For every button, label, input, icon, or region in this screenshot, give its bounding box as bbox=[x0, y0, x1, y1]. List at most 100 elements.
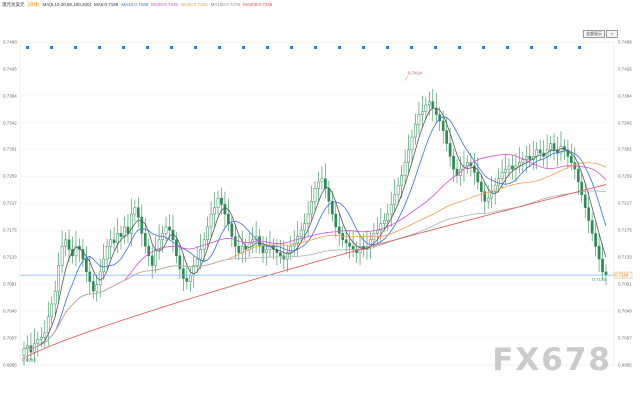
candle bbox=[91, 281, 95, 292]
candle bbox=[57, 265, 60, 292]
ma5-line bbox=[23, 107, 607, 350]
candle bbox=[112, 239, 116, 244]
y-tick-left: 0.7217 bbox=[3, 201, 17, 206]
candle bbox=[182, 268, 185, 279]
candle bbox=[417, 114, 421, 125]
candle bbox=[102, 258, 106, 273]
candle bbox=[157, 239, 161, 250]
event-marker bbox=[50, 46, 53, 49]
y-tick-right: 0.7426 bbox=[618, 66, 632, 71]
y-tick-right: 0.7259 bbox=[618, 174, 632, 179]
candle bbox=[36, 339, 40, 345]
candle bbox=[511, 165, 514, 170]
candle bbox=[407, 149, 410, 163]
ma10-line bbox=[23, 116, 607, 350]
candle bbox=[590, 220, 594, 234]
candle bbox=[344, 239, 348, 244]
candle bbox=[497, 178, 500, 186]
y-tick-left: 0.7426 bbox=[3, 66, 17, 71]
candle bbox=[524, 156, 528, 160]
candle bbox=[431, 101, 435, 109]
candle bbox=[265, 249, 268, 253]
candle bbox=[341, 233, 345, 241]
event-marker bbox=[410, 46, 413, 49]
candle bbox=[310, 201, 313, 215]
candle bbox=[369, 239, 372, 247]
y-tick-left: 0.7259 bbox=[3, 174, 17, 179]
candle bbox=[74, 245, 78, 257]
candle bbox=[240, 245, 244, 253]
candle bbox=[382, 220, 386, 224]
candle bbox=[130, 213, 133, 234]
y-tick-right: 0.7217 bbox=[618, 201, 632, 206]
candle bbox=[164, 226, 168, 234]
y-tick-left: 0.7468 bbox=[3, 40, 17, 45]
candle bbox=[337, 226, 341, 234]
candle bbox=[538, 149, 542, 154]
price-tag: 0.7110 bbox=[615, 273, 629, 278]
candle bbox=[123, 226, 126, 237]
candle bbox=[500, 172, 504, 180]
candle bbox=[95, 284, 99, 292]
event-marker bbox=[290, 46, 293, 49]
ma100-line bbox=[23, 190, 607, 350]
close-button[interactable]: × bbox=[606, 30, 618, 38]
candle bbox=[327, 188, 331, 202]
candle bbox=[393, 194, 397, 205]
candle bbox=[247, 242, 251, 250]
candle bbox=[119, 233, 123, 237]
candle bbox=[275, 249, 279, 253]
candle bbox=[261, 245, 265, 253]
candle bbox=[133, 207, 137, 215]
candle bbox=[476, 172, 480, 183]
plot-frame bbox=[19, 41, 615, 366]
candle bbox=[348, 242, 351, 247]
y-tick-right: 0.7384 bbox=[618, 93, 632, 98]
candle bbox=[116, 233, 119, 244]
event-marker bbox=[74, 46, 77, 49]
candle bbox=[521, 159, 525, 163]
candle bbox=[427, 101, 431, 106]
candle bbox=[216, 197, 220, 208]
candle bbox=[67, 239, 71, 250]
event-marker bbox=[26, 46, 29, 49]
candle bbox=[237, 245, 241, 253]
chart-controls: 全部显示 × bbox=[583, 30, 618, 38]
legend-period: (日线) bbox=[27, 2, 40, 7]
candle bbox=[140, 217, 144, 234]
candle bbox=[143, 233, 147, 247]
candle bbox=[455, 168, 459, 176]
candle bbox=[448, 143, 452, 157]
event-marker bbox=[554, 46, 557, 49]
candle bbox=[71, 249, 74, 257]
candle bbox=[421, 111, 424, 115]
candle bbox=[445, 130, 448, 144]
candle bbox=[188, 274, 192, 282]
candle bbox=[98, 271, 102, 285]
legend-ma10: MA10:0.7168 bbox=[121, 2, 149, 7]
show-all-button[interactable]: 全部显示 bbox=[583, 30, 605, 38]
y-tick-right: 0.7091 bbox=[618, 282, 632, 287]
event-marker bbox=[338, 46, 341, 49]
candle bbox=[403, 162, 407, 176]
candle bbox=[105, 245, 109, 260]
candle bbox=[206, 226, 209, 241]
candle bbox=[136, 207, 140, 218]
candle bbox=[223, 204, 227, 215]
y-tick-left: 0.7384 bbox=[3, 93, 17, 98]
candle bbox=[479, 181, 483, 192]
candle bbox=[175, 239, 178, 257]
candle bbox=[230, 223, 234, 237]
event-marker bbox=[386, 46, 389, 49]
candle bbox=[178, 255, 182, 269]
candle bbox=[507, 165, 511, 170]
candle bbox=[282, 255, 286, 260]
candle bbox=[320, 178, 324, 183]
candle bbox=[396, 184, 400, 196]
y-tick-left: 0.7301 bbox=[3, 147, 17, 152]
event-marker bbox=[122, 46, 125, 49]
event-marker bbox=[578, 46, 581, 49]
candle bbox=[379, 223, 383, 231]
